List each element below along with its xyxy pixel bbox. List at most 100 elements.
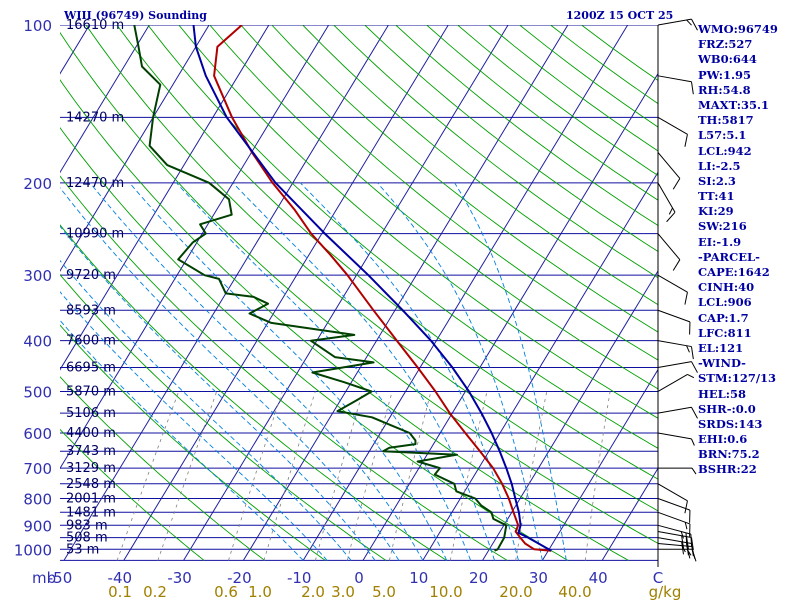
moist-adiabat-line [377,182,543,561]
pressure-tick-label: 300 [23,267,52,285]
index-item: BSHR:22 [698,462,757,477]
dry-adiabat-line [240,25,658,361]
wind-barb [657,432,692,440]
index-item: -PARCEL- [698,249,760,264]
isotherm-line [60,25,330,470]
moist-adiabat-line [60,259,352,561]
height-label: 8593 m [66,303,116,318]
pressure-tick-label: 800 [23,490,52,508]
wind-barb-flag [686,19,692,26]
wind-barb [657,18,692,26]
height-label: 3743 m [66,444,116,459]
mixing-ratio-tick-label: 0.1 [108,583,132,600]
index-item: SI:2.3 [698,173,736,188]
index-item: WB0:644 [698,52,757,67]
pressure-tick-label: 600 [23,425,52,443]
wind-barb-flag [684,134,688,147]
wind-barb-flag [672,178,681,190]
chart-title: WIII (96749) Sounding [63,9,207,22]
dry-adiabat-line [364,25,658,252]
temperature-tick-label: -40 [108,569,133,587]
dry-adiabat-line [178,25,658,419]
moist-adiabat-line [60,225,376,561]
index-item: SW:216 [698,219,747,234]
pressure-tick-label: 1000 [14,541,52,559]
index-item: WMO:96749 [698,22,778,36]
moist-adiabat-line [232,182,496,561]
height-label: 4400 m [66,426,116,441]
wind-barb [657,116,688,135]
height-label: 508 m [66,531,108,546]
index-item: MAXT:35.1 [698,97,769,112]
dry-adiabat-line [60,428,205,561]
isotherm-line [601,467,658,561]
wind-barb-flag [691,467,697,475]
index-item: EHI:0.6 [698,432,748,447]
height-label: 1481 m [66,505,116,520]
index-item: LI:-2.5 [698,158,741,173]
mixing-ratio-tick-label: 0.6 [214,583,238,600]
wind-barb [657,274,688,293]
isotherm-line [60,25,150,174]
dry-adiabat-line [60,324,326,561]
index-item: SRDS:143 [698,416,763,431]
index-item: LCL:906 [698,295,752,310]
isotherm-line [541,368,658,561]
dry-adiabat-line [85,25,658,512]
index-item: PW:1.95 [698,67,752,82]
isotherm-line [362,72,658,561]
mixing-ratio-line [116,391,180,561]
index-item: STM:127/13 [698,371,777,386]
mixing-ratio-line [228,391,283,561]
isotherm-line [0,25,30,560]
sounding-indices: WMO:96749 FRZ:527 WB0:644 PW:1.95 RH:54.8 MAX… [698,22,798,478]
index-item: SHR-:0.0 [698,401,756,416]
wind-barb-flag [686,536,689,550]
temperature-tick-label: 0 [354,569,364,587]
temperature-tick-label: 30 [529,569,548,587]
moist-adiabat-line [60,319,304,561]
pressure-tick-label: 200 [23,175,52,193]
wind-barb [657,483,688,502]
height-label: 53 m [66,542,99,557]
wind-barb-flag [684,292,688,305]
isotherm-line [242,25,569,561]
dry-adiabat-line [60,376,265,561]
wind-barb-flag [691,361,698,373]
mixing-ratio-unit-label: g/kg [649,583,682,600]
dry-adiabat-line [60,274,387,561]
dry-adiabat-line [147,25,658,449]
dewpoint-profile [133,25,508,552]
moist-adiabat-line [89,182,424,561]
temperature-tick-label: 40 [589,569,608,587]
mixing-ratio-tick-label: 2.0 [301,583,325,600]
height-label: 16610 m [66,18,124,33]
isotherm-line [60,25,210,272]
wind-barb [657,511,691,525]
wind-barb [657,233,681,261]
mixing-ratio-tick-label: 1.0 [248,583,272,600]
mixing-ratio-line [346,391,393,561]
wind-barb-flag [691,438,695,446]
dry-adiabat-line [60,224,447,561]
wind-barb [657,182,676,213]
wind-barb [657,406,692,414]
wind-barb-flag [690,537,694,551]
index-item: TH:5817 [698,113,754,128]
temperature-tick-label: -50 [48,569,73,587]
wind-barb [657,309,691,323]
moist-adiabat-line [60,291,328,561]
wind-barb [657,524,691,535]
wind-barb [657,361,692,368]
isotherm-line [123,25,449,561]
height-label: 5106 m [66,406,116,421]
mixing-ratio-line [315,391,364,561]
moist-adiabat-line [60,187,400,561]
wind-barb-flag [690,534,693,547]
index-item: LFC:811 [698,325,752,340]
wind-barb-flag [690,81,694,95]
pressure-tick-label: 100 [23,17,52,35]
mixing-ratio-tick-label: 5.0 [372,583,396,600]
index-item: EL:121 [698,340,744,355]
mixing-ratio-tick-label: 0.2 [143,583,167,600]
